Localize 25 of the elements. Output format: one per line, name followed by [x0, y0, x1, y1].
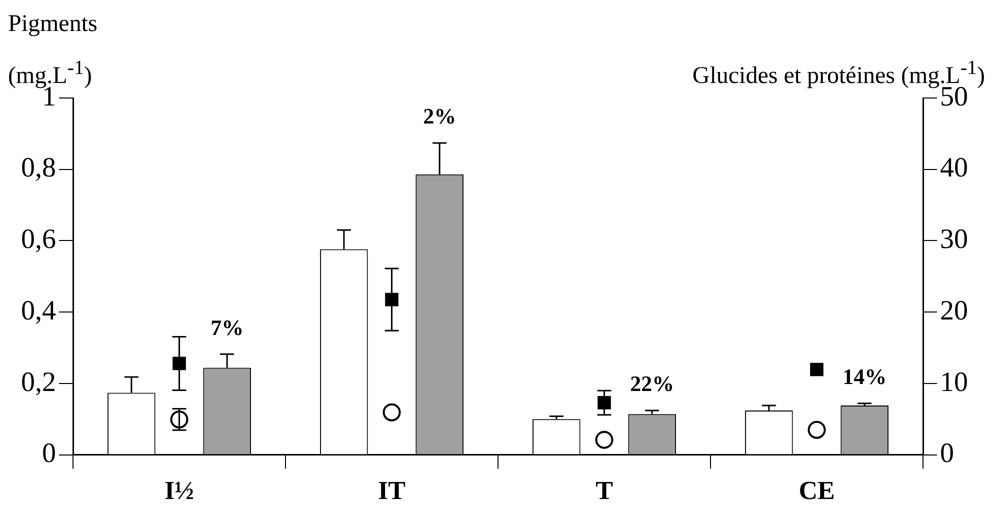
- y-tick-label: 0,4: [21, 295, 56, 326]
- y2-tick-label: 30: [940, 224, 968, 256]
- point: [808, 420, 826, 439]
- annotation: 2%: [423, 104, 456, 129]
- point: [172, 356, 186, 370]
- x-tick-label: IT: [378, 476, 406, 506]
- y2-tick-label: 0: [940, 438, 954, 470]
- point: [595, 430, 614, 449]
- point: [382, 403, 401, 422]
- x-tick-label: T: [596, 476, 613, 506]
- point: [810, 362, 824, 376]
- annotation: 22%: [630, 371, 674, 396]
- x-tick-label: CE: [798, 476, 835, 506]
- y2-tick-label: 40: [940, 152, 968, 184]
- x-tick-label: I½: [164, 476, 194, 506]
- point: [385, 292, 398, 306]
- annotation: 14%: [842, 364, 887, 390]
- y2-tick-label: 10: [940, 366, 968, 398]
- y-tick-label: 0,2: [21, 366, 56, 398]
- y-tick-label: 0: [42, 438, 56, 470]
- annotation: 7%: [210, 314, 244, 340]
- point: [598, 396, 611, 410]
- y2-tick-label: 20: [940, 295, 968, 326]
- y-tick-label: 0,6: [21, 224, 56, 256]
- y-tick-label: 0,8: [21, 152, 56, 184]
